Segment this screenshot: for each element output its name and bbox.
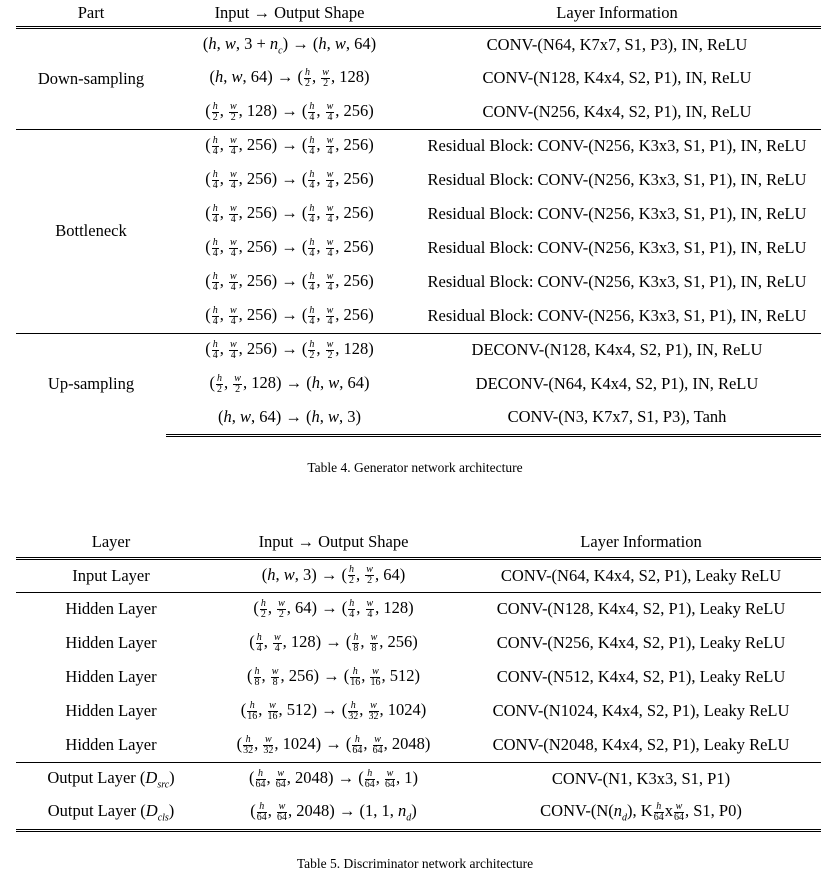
column-header: Layer Information [556, 2, 678, 22]
layer-cell: Hidden Layer [65, 667, 157, 686]
shape-cell: (h 64, w 64, 2048) → (h 64, w 64, 1) [206, 761, 461, 796]
layer-info-cell: CONV-(N256, K4x4, S2, P1), Leaky ReLU [496, 633, 786, 652]
table-5: Layer Input → Output Shape Layer Informa… [16, 528, 821, 832]
layer-info-cell: Residual Block: CONV-(N256, K3x3, S1, P1… [427, 272, 807, 291]
shape-cell: (h 16, w 16, 512) → (h 32, w 32, 1024) [240, 699, 427, 722]
table-row: Hidden Layer (h 32, w 32, 1024) → (h 64, w 64… [16, 728, 821, 762]
table-row: Output Layer (Dcls)(h 64, w 64, 2048) → (1… [16, 796, 821, 832]
layer-cell: Hidden Layer [65, 734, 157, 754]
table-row: Hidden Layer (h 16, w 16, 512) → (h 32, w 32,… [16, 694, 821, 728]
column-header: Layer [91, 532, 131, 552]
shape-cell: (h, w, 3 + nc) → (h, w, 64) [202, 33, 377, 56]
shape-cell: (h, w, 64) → (h, w, 3) [166, 401, 413, 437]
table-row: Output Layer (Dsrc)(h 64, w 64, 2048) → (h… [16, 761, 821, 796]
layer-info-cell: CONV-(N512, K4x4, S2, P1), Leaky ReLU [496, 667, 786, 686]
layer-info-cell: CONV-(N2048, K4x4, S2, P1), Leaky ReLU [492, 734, 790, 754]
column-header: Input → Output Shape [214, 2, 365, 22]
layer-info-cell: Residual Block: CONV-(N256, K3x3, S1, P1… [427, 305, 807, 325]
column-header: Input → Output Shape [258, 532, 409, 552]
layer-info-cell: Residual Block: CONV-(N256, K3x3, S1, P1… [427, 204, 807, 223]
layer-cell: Hidden Layer [65, 633, 157, 652]
table-row: (h, w, 64) → (h, w, 3) CONV-(N3, K7x7, S1… [16, 401, 821, 437]
layer-info-cell: CONV-(N64, K7x7, S1, P3), IN, ReLU [486, 34, 748, 54]
layer-cell: Hidden Layer [65, 701, 157, 720]
column-header: Layer Information [580, 532, 702, 552]
table-4-caption: Table 4. Generator network architecture [307, 460, 523, 475]
column-header: Part [77, 2, 105, 22]
layer-info-cell: CONV-(N128, K4x4, S2, P1), IN, ReLU [482, 68, 752, 87]
table-5-caption: Table 5. Discriminator network architect… [296, 856, 534, 871]
part-cell: Up-sampling [16, 332, 166, 435]
layer-cell: Output Layer (Dcls) [16, 796, 206, 832]
layer-info-cell: CONV-(N1024, K4x4, S2, P1), Leaky ReLU [492, 701, 790, 720]
layer-cell: Input Layer [72, 565, 150, 585]
layer-info-cell: Residual Block: CONV-(N256, K3x3, S1, P1… [413, 128, 821, 163]
part-cell: Bottleneck [16, 128, 166, 333]
layer-info-cell: CONV-(N3, K7x7, S1, P3), Tanh [413, 401, 821, 437]
table-4: Part Input → Output Shape Layer Informat… [16, 0, 821, 437]
layer-info-cell: Residual Block: CONV-(N256, K3x3, S1, P1… [427, 170, 807, 189]
shape-cell: (h 64, w 64, 2048) → (1, 1, nd) [206, 796, 461, 832]
layer-cell: Hidden Layer [16, 591, 206, 626]
layer-info-cell: DECONV-(N64, K4x4, S2, P1), IN, ReLU [475, 374, 759, 393]
layer-info-cell: DECONV-(N128, K4x4, S2, P1), IN, ReLU [413, 332, 821, 367]
layer-info-cell: CONV-(N1, K3x3, S1, P1) [461, 761, 821, 796]
layer-info-cell: Residual Block: CONV-(N256, K3x3, S1, P1… [427, 238, 807, 257]
layer-cell: Output Layer (Dsrc) [16, 761, 206, 796]
layer-info-cell: CONV-(N64, K4x4, S2, P1), Leaky ReLU [500, 565, 782, 585]
layer-info-cell: CONV-(N128, K4x4, S2, P1), Leaky ReLU [461, 591, 821, 626]
shape-cell: (h 32, w 32, 1024) → (h 64, w 64, 2048) [236, 733, 431, 756]
part-cell: Down-sampling [37, 68, 145, 88]
table-row: Down-sampling (h, w, 3 + nc) → (h, w, 64)… [16, 27, 821, 88]
layer-info-cell: CONV-(N256, K4x4, S2, P1), IN, ReLU [482, 101, 752, 121]
